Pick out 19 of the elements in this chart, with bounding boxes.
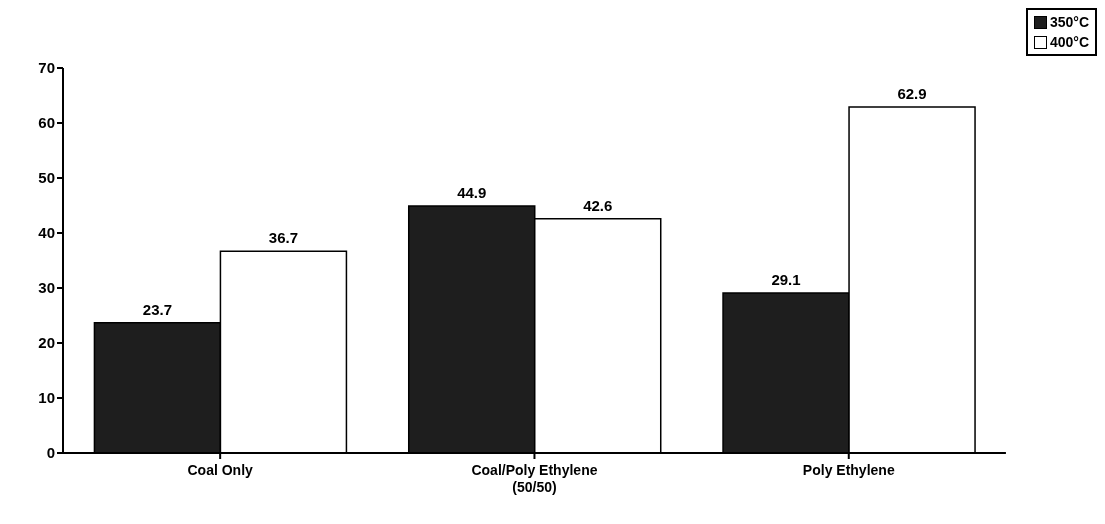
y-tick-label: 40 (38, 224, 55, 242)
y-tick-label: 20 (38, 334, 55, 352)
data-label: 36.7 (268, 229, 299, 247)
y-tick-label: 30 (38, 279, 55, 297)
data-label: 29.1 (771, 270, 801, 288)
data-label: 44.9 (457, 184, 487, 202)
data-label: 23.7 (142, 300, 173, 318)
x-tick-label: Poly Ethylene (802, 462, 895, 478)
y-tick-label: 10 (38, 389, 55, 407)
x-tick-label: Coal Only (187, 462, 254, 478)
y-tick-label: 60 (38, 114, 55, 132)
legend-label: 350°C (1049, 13, 1089, 32)
y-tick-label: 0 (46, 444, 55, 462)
y-tick-label: 70 (38, 59, 55, 77)
y-tick-label: 50 (38, 169, 55, 187)
legend-label: 400°C (1049, 33, 1089, 52)
data-label: 42.6 (583, 196, 613, 214)
data-label: 62.9 (897, 85, 927, 103)
x-tick-label: Coal/Poly Ethylene (50/50) (471, 462, 598, 495)
